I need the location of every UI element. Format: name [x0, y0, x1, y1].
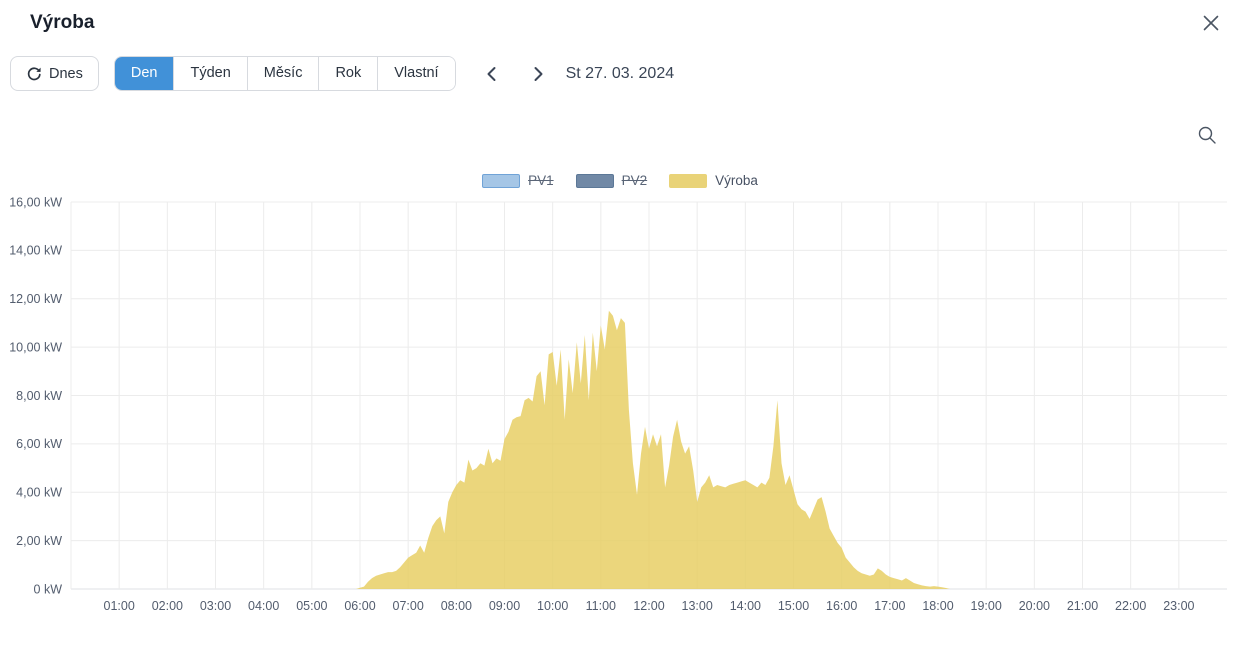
- legend-item-pv1[interactable]: PV1: [482, 173, 554, 188]
- svg-text:19:00: 19:00: [971, 599, 1002, 613]
- legend-label-pv1: PV1: [528, 173, 554, 188]
- svg-text:8,00 kW: 8,00 kW: [16, 389, 62, 403]
- legend-label-pv2: PV2: [621, 173, 648, 188]
- refresh-icon: [26, 66, 42, 82]
- today-button[interactable]: Dnes: [10, 56, 99, 91]
- svg-text:21:00: 21:00: [1067, 599, 1098, 613]
- legend-label-vyroba: Výroba: [715, 173, 758, 188]
- today-button-label: Dnes: [49, 65, 83, 82]
- tab-rok[interactable]: Rok: [318, 57, 378, 90]
- tab-mesic[interactable]: Měsíc: [246, 57, 319, 90]
- svg-text:13:00: 13:00: [682, 599, 713, 613]
- tab-vlastni[interactable]: Vlastní: [377, 57, 455, 90]
- next-day-button[interactable]: [526, 62, 550, 86]
- svg-text:4,00 kW: 4,00 kW: [16, 486, 62, 500]
- svg-text:12:00: 12:00: [633, 599, 664, 613]
- period-tab-group: Den Týden Měsíc Rok Vlastní: [113, 56, 456, 91]
- chevron-right-icon: [534, 66, 543, 81]
- svg-text:11:00: 11:00: [586, 599, 616, 613]
- svg-text:23:00: 23:00: [1163, 599, 1194, 613]
- tab-tyden[interactable]: Týden: [173, 57, 247, 90]
- svg-text:16,00 kW: 16,00 kW: [9, 195, 62, 209]
- current-date-label: St 27. 03. 2024: [565, 64, 675, 82]
- svg-text:14:00: 14:00: [730, 599, 761, 613]
- close-icon: [1203, 15, 1219, 31]
- svg-text:18:00: 18:00: [922, 599, 953, 613]
- toolbar: Dnes Den Týden Měsíc Rok Vlastní St 27. …: [10, 56, 674, 91]
- tab-den[interactable]: Den: [114, 57, 174, 90]
- svg-text:14,00 kW: 14,00 kW: [9, 244, 62, 258]
- svg-text:22:00: 22:00: [1115, 599, 1146, 613]
- svg-text:06:00: 06:00: [344, 599, 375, 613]
- legend-swatch-pv1: [482, 173, 521, 188]
- chart-legend: PV1 PV2 Výroba: [0, 173, 1240, 188]
- svg-text:0 kW: 0 kW: [34, 582, 63, 596]
- svg-text:01:00: 01:00: [104, 599, 135, 613]
- svg-text:05:00: 05:00: [296, 599, 327, 613]
- svg-text:10:00: 10:00: [537, 599, 568, 613]
- magnifier-icon: [1198, 126, 1216, 144]
- svg-text:02:00: 02:00: [152, 599, 183, 613]
- legend-item-pv2[interactable]: PV2: [575, 173, 648, 188]
- svg-text:2,00 kW: 2,00 kW: [16, 534, 62, 548]
- page-title: Výroba: [30, 12, 95, 33]
- legend-item-vyroba[interactable]: Výroba: [669, 173, 758, 188]
- svg-text:20:00: 20:00: [1019, 599, 1050, 613]
- svg-text:04:00: 04:00: [248, 599, 279, 613]
- svg-text:09:00: 09:00: [489, 599, 520, 613]
- svg-text:07:00: 07:00: [393, 599, 424, 613]
- svg-text:03:00: 03:00: [200, 599, 231, 613]
- svg-text:08:00: 08:00: [441, 599, 472, 613]
- legend-swatch-vyroba: [669, 173, 708, 188]
- svg-text:12,00 kW: 12,00 kW: [9, 292, 62, 306]
- chart-zoom-button[interactable]: [1196, 125, 1218, 147]
- prev-day-button[interactable]: [480, 62, 504, 86]
- svg-text:15:00: 15:00: [778, 599, 809, 613]
- close-button[interactable]: [1201, 13, 1221, 33]
- chevron-left-icon: [487, 66, 496, 81]
- svg-text:17:00: 17:00: [874, 599, 905, 613]
- svg-text:10,00 kW: 10,00 kW: [9, 340, 62, 354]
- legend-swatch-pv2: [575, 173, 614, 188]
- svg-text:16:00: 16:00: [826, 599, 857, 613]
- svg-text:6,00 kW: 6,00 kW: [16, 437, 62, 451]
